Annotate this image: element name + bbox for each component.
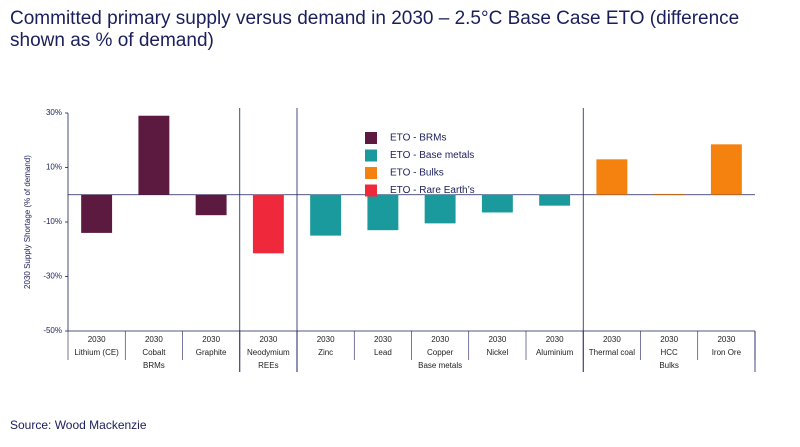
x-tick-label: HCC	[660, 348, 678, 357]
group-label: REEs	[258, 361, 278, 370]
y-tick-label: -10%	[43, 217, 62, 226]
bar	[481, 194, 513, 213]
legend-swatch	[365, 149, 377, 162]
x-tick-label: Neodymium	[247, 348, 290, 357]
chart-title: Committed primary supply versus demand i…	[10, 8, 740, 51]
x-tick-label: Lithium (CE)	[74, 348, 119, 357]
legend-swatch	[365, 132, 377, 144]
x-period-label: 2030	[660, 335, 678, 344]
legend-swatch	[365, 184, 377, 197]
bar	[310, 194, 342, 236]
group-label: BRMs	[143, 361, 165, 370]
bar	[252, 194, 284, 254]
y-tick-label: -50%	[43, 326, 62, 335]
y-tick-label: 30%	[46, 108, 62, 117]
x-period-label: 2030	[717, 335, 735, 344]
legend-label: ETO - Bulks	[390, 168, 444, 179]
bar	[596, 159, 628, 195]
y-tick-label: -30%	[43, 272, 62, 281]
group-label: Bulks	[659, 361, 679, 370]
bar	[424, 194, 456, 224]
x-period-label: 2030	[202, 335, 220, 344]
x-period-label: 2030	[259, 335, 277, 344]
legend-label: ETO - Rare Earth’s	[390, 185, 475, 196]
x-tick-label: Graphite	[196, 348, 227, 357]
x-tick-label: Copper	[427, 348, 454, 357]
x-period-label: 2030	[431, 335, 449, 344]
y-axis-label: 2030 Supply Shortage (% of demand)	[23, 155, 32, 289]
x-period-label: 2030	[145, 335, 163, 344]
legend-swatch	[365, 167, 377, 179]
bar	[81, 194, 113, 233]
x-tick-label: Zinc	[318, 348, 333, 357]
bar	[539, 194, 571, 206]
legend-label: ETO - Base metals	[390, 150, 474, 161]
bar	[653, 193, 685, 195]
x-tick-label: Cobalt	[142, 348, 166, 357]
x-period-label: 2030	[603, 335, 621, 344]
x-period-label: 2030	[546, 335, 564, 344]
x-period-label: 2030	[488, 335, 506, 344]
x-period-label: 2030	[374, 335, 392, 344]
bar	[367, 194, 399, 231]
group-label: Base metals	[418, 361, 462, 370]
bar	[195, 194, 227, 216]
x-tick-label: Iron Ore	[712, 348, 742, 357]
bar	[138, 115, 170, 195]
y-tick-label: 10%	[46, 163, 62, 172]
bar	[710, 144, 742, 195]
x-tick-label: Lead	[374, 348, 392, 357]
x-period-label: 2030	[317, 335, 335, 344]
x-tick-label: Thermal coal	[589, 348, 635, 357]
legend-label: ETO - BRMs	[390, 133, 446, 144]
x-tick-label: Aluminium	[536, 348, 574, 357]
x-tick-label: Nickel	[486, 348, 508, 357]
source: Source: Wood Mackenzie	[10, 418, 147, 432]
x-period-label: 2030	[88, 335, 106, 344]
